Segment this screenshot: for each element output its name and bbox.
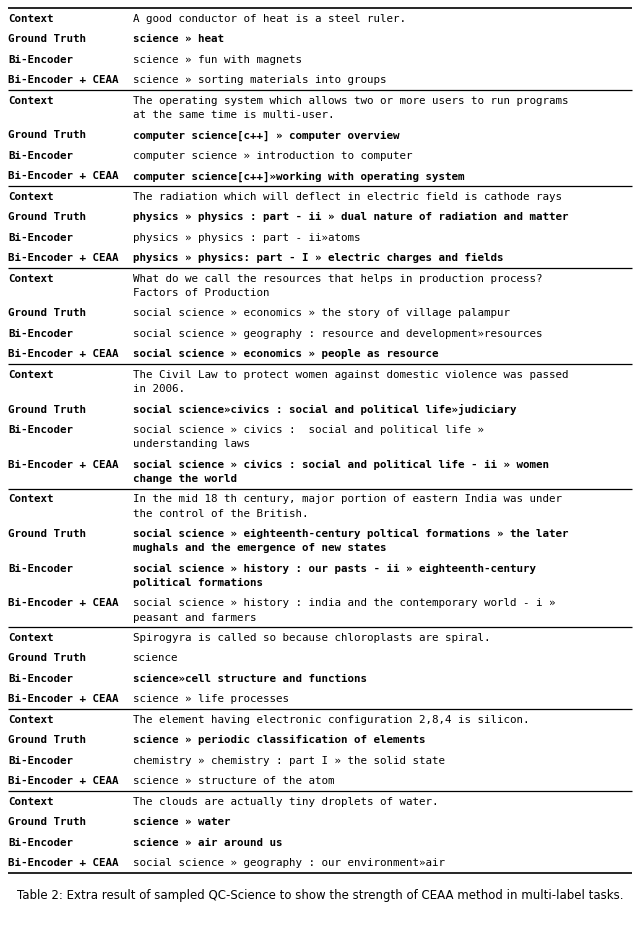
Text: The operating system which allows two or more users to run programs: The operating system which allows two or… [133,96,568,106]
Text: Ground Truth: Ground Truth [8,817,86,828]
Text: Bi-Encoder + CEAA: Bi-Encoder + CEAA [8,254,118,263]
Text: Bi-Encoder: Bi-Encoder [8,756,73,766]
Text: computer science[c++] » computer overview: computer science[c++] » computer overvie… [133,131,399,141]
Text: The element having electronic configuration 2,8,4 is silicon.: The element having electronic configurat… [133,715,529,725]
Text: social science»civics : social and political life»judiciary: social science»civics : social and polit… [133,404,516,414]
Text: social science » economics » people as resource: social science » economics » people as r… [133,349,438,359]
Text: Ground Truth: Ground Truth [8,308,86,319]
Text: Context: Context [8,370,54,380]
Text: Ground Truth: Ground Truth [8,654,86,663]
Text: The clouds are actually tiny droplets of water.: The clouds are actually tiny droplets of… [133,797,438,807]
Text: science: science [133,654,179,663]
Text: Bi-Encoder + CEAA: Bi-Encoder + CEAA [8,858,118,868]
Text: Bi-Encoder + CEAA: Bi-Encoder + CEAA [8,349,118,359]
Text: at the same time is multi-user.: at the same time is multi-user. [133,110,335,120]
Text: Spirogyra is called so because chloroplasts are spiral.: Spirogyra is called so because chloropla… [133,633,490,643]
Text: Bi-Encoder: Bi-Encoder [8,425,73,435]
Text: physics » physics : part - ii » dual nature of radiation and matter: physics » physics : part - ii » dual nat… [133,212,568,222]
Text: social science » civics : social and political life - ii » women: social science » civics : social and pol… [133,460,549,469]
Text: physics » physics: part - I » electric charges and fields: physics » physics: part - I » electric c… [133,254,504,263]
Text: Ground Truth: Ground Truth [8,131,86,140]
Text: the control of the British.: the control of the British. [133,509,308,518]
Text: Ground Truth: Ground Truth [8,405,86,414]
Text: Bi-Encoder + CEAA: Bi-Encoder + CEAA [8,76,118,85]
Text: science » sorting materials into groups: science » sorting materials into groups [133,76,387,85]
Text: Ground Truth: Ground Truth [8,735,86,745]
Text: Factors of Production: Factors of Production [133,288,269,298]
Text: What do we call the resources that helps in production process?: What do we call the resources that helps… [133,273,543,284]
Text: science » air around us: science » air around us [133,838,282,848]
Text: Context: Context [8,633,54,643]
Text: change the world: change the world [133,474,237,483]
Text: Bi-Encoder: Bi-Encoder [8,674,73,684]
Text: Context: Context [8,273,54,284]
Text: social science » civics :  social and political life »: social science » civics : social and pol… [133,425,484,435]
Text: Context: Context [8,715,54,725]
Text: chemistry » chemistry : part I » the solid state: chemistry » chemistry : part I » the sol… [133,756,445,766]
Text: Bi-Encoder: Bi-Encoder [8,564,73,573]
Text: Bi-Encoder: Bi-Encoder [8,329,73,339]
Text: political formations: political formations [133,578,263,587]
Text: science » periodic classification of elements: science » periodic classification of ele… [133,735,426,745]
Text: science » fun with magnets: science » fun with magnets [133,55,302,64]
Text: social science » eighteenth-century poltical formations » the later: social science » eighteenth-century polt… [133,529,568,539]
Text: social science » history : india and the contemporary world - i »: social science » history : india and the… [133,598,556,608]
Text: peasant and farmers: peasant and farmers [133,612,257,622]
Text: Context: Context [8,495,54,504]
Text: Context: Context [8,797,54,807]
Text: The radiation which will deflect in electric field is cathode rays: The radiation which will deflect in elec… [133,192,562,201]
Text: social science » economics » the story of village palampur: social science » economics » the story o… [133,308,510,319]
Text: social science » history : our pasts - ii » eighteenth-century: social science » history : our pasts - i… [133,564,536,573]
Text: Bi-Encoder: Bi-Encoder [8,838,73,848]
Text: understanding laws: understanding laws [133,439,250,449]
Text: Bi-Encoder: Bi-Encoder [8,150,73,161]
Text: Ground Truth: Ground Truth [8,529,86,539]
Text: Context: Context [8,192,54,201]
Text: Bi-Encoder + CEAA: Bi-Encoder + CEAA [8,598,118,608]
Text: Bi-Encoder + CEAA: Bi-Encoder + CEAA [8,460,118,469]
Text: Ground Truth: Ground Truth [8,34,86,44]
Text: Ground Truth: Ground Truth [8,212,86,222]
Text: computer science[c++]»working with operating system: computer science[c++]»working with opera… [133,171,465,182]
Text: Table 2: Extra result of sampled QC-Science to show the strength of CEAA method : Table 2: Extra result of sampled QC-Scie… [17,889,623,902]
Text: in 2006.: in 2006. [133,384,185,394]
Text: computer science » introduction to computer: computer science » introduction to compu… [133,150,413,161]
Text: Bi-Encoder + CEAA: Bi-Encoder + CEAA [8,694,118,705]
Text: The Civil Law to protect women against domestic violence was passed: The Civil Law to protect women against d… [133,370,568,380]
Text: Bi-Encoder + CEAA: Bi-Encoder + CEAA [8,171,118,182]
Text: science » life processes: science » life processes [133,694,289,705]
Text: science » heat: science » heat [133,34,224,44]
Text: social science » geography : our environment»air: social science » geography : our environ… [133,858,445,868]
Text: Context: Context [8,96,54,106]
Text: Bi-Encoder: Bi-Encoder [8,55,73,64]
Text: physics » physics : part - ii»atoms: physics » physics : part - ii»atoms [133,233,360,243]
Text: science » water: science » water [133,817,230,828]
Text: Context: Context [8,14,54,24]
Text: Bi-Encoder + CEAA: Bi-Encoder + CEAA [8,777,118,786]
Text: science » structure of the atom: science » structure of the atom [133,777,335,786]
Text: mughals and the emergence of new states: mughals and the emergence of new states [133,543,387,553]
Text: science»cell structure and functions: science»cell structure and functions [133,674,367,684]
Text: A good conductor of heat is a steel ruler.: A good conductor of heat is a steel rule… [133,14,406,24]
Text: social science » geography : resource and development»resources: social science » geography : resource an… [133,329,543,339]
Text: Bi-Encoder: Bi-Encoder [8,233,73,243]
Text: In the mid 18 th century, major portion of eastern India was under: In the mid 18 th century, major portion … [133,495,562,504]
